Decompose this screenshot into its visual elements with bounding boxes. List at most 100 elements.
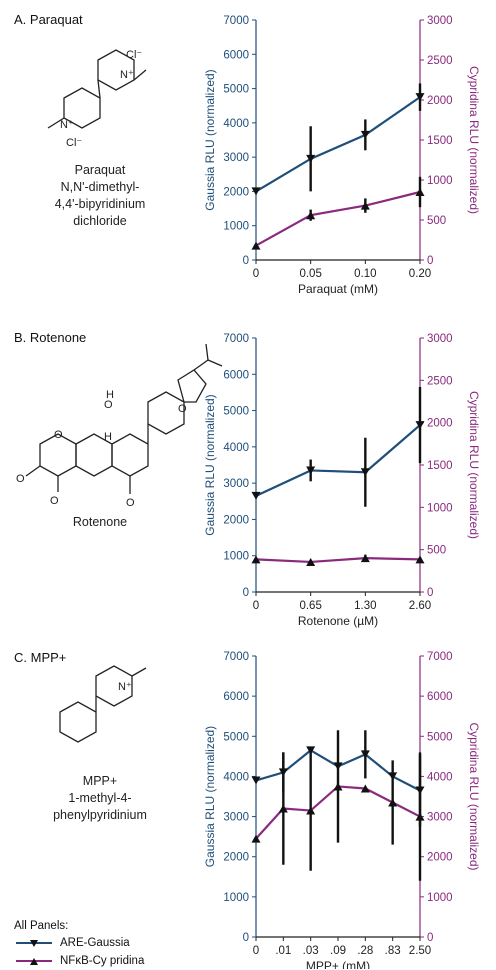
y-tick-label: 7000 [223, 651, 249, 663]
gaussia-point [360, 750, 370, 759]
series-line [255, 424, 421, 497]
y-tick-label: 2000 [223, 514, 249, 526]
cypridina-point [306, 557, 316, 566]
cypridina-point [251, 241, 261, 250]
y2-tick-label: 0 [427, 587, 433, 599]
cypridina-point [415, 555, 425, 564]
y-tick-label: 6000 [223, 49, 249, 61]
x-tick-label: .03 [303, 945, 319, 957]
caption-line: phenylpyridinium [53, 808, 147, 822]
caption-line: Rotenone [72, 515, 128, 529]
y2-tick-label: 1000 [427, 892, 453, 904]
legend: All Panels: ARE-Gaussia NFκB-Cy pridina [14, 920, 144, 970]
y2-tick-label: 1500 [427, 135, 453, 147]
y-tick-label: 4000 [223, 442, 249, 454]
y2-tick-label: 4000 [427, 771, 453, 783]
x-axis-label: Rotenone (µM) [298, 614, 378, 628]
legend-title: All Panels: [14, 920, 69, 932]
x-tick-label: 0 [253, 945, 259, 957]
y-tick-label: 2000 [223, 186, 249, 198]
caption-line: Paraquat [74, 163, 126, 177]
gaussia-point [251, 491, 261, 500]
x-tick-label: 1.30 [354, 600, 376, 612]
rotenone-caption: Rotenone [20, 514, 180, 531]
y-axis-label: Gaussia RLU (normalized) [203, 726, 217, 867]
y2-tick-label: 2500 [427, 375, 453, 387]
y-tick-label: 3000 [223, 152, 249, 164]
y-tick-label: 5000 [223, 84, 249, 96]
cypridina-point [333, 782, 343, 791]
y2-tick-label: 3000 [427, 333, 453, 345]
gaussia-point [415, 421, 425, 430]
gaussia-point [360, 130, 370, 139]
y-tick-label: 4000 [223, 771, 249, 783]
legend-label: ARE-Gaussia [60, 937, 130, 949]
y2-tick-label: 5000 [427, 731, 453, 743]
cypridina-point [306, 211, 316, 220]
legend-label: NFκB-Cy pridina [60, 955, 145, 967]
y2-tick-label: 7000 [427, 651, 453, 663]
y2-tick-label: 0 [427, 932, 433, 944]
gaussia-point [415, 93, 425, 102]
y2-axis-label: Cypridina RLU (normalized) [467, 722, 481, 870]
y2-tick-label: 1000 [427, 175, 453, 187]
y2-axis-label: Cypridina RLU (normalized) [467, 66, 481, 214]
cypridina-point [251, 834, 261, 843]
cypridina-point [306, 806, 316, 815]
cypridina-point [360, 784, 370, 793]
gaussia-point [251, 776, 261, 785]
y-tick-label: 0 [243, 255, 249, 267]
y-tick-label: 1000 [223, 892, 249, 904]
gaussia-point [306, 466, 316, 475]
mpp-caption: MPP+ 1-methyl-4- phenylpyridinium [20, 773, 180, 824]
x-tick-label: 0.65 [299, 600, 321, 612]
y2-tick-label: 1000 [427, 502, 453, 514]
cypridina-point [251, 555, 261, 564]
x-tick-label: 0 [253, 268, 259, 280]
caption-line: N,N'-dimethyl- [60, 180, 140, 194]
y-tick-label: 7000 [223, 15, 249, 27]
y-tick-label: 3000 [223, 812, 249, 824]
y2-tick-label: 500 [427, 215, 446, 227]
legend-item-gaussia: ARE-Gaussia [14, 934, 144, 952]
y-tick-label: 3000 [223, 478, 249, 490]
panel-a-title: A. Paraquat [14, 12, 83, 27]
panel-c-title: C. MPP+ [14, 650, 67, 665]
y-tick-label: 5000 [223, 406, 249, 418]
y2-tick-label: 500 [427, 545, 446, 557]
cypridina-point [360, 201, 370, 210]
y2-tick-label: 2000 [427, 418, 453, 430]
y-axis-label: Gaussia RLU (normalized) [203, 394, 217, 535]
series-line [255, 557, 421, 564]
x-tick-label: 0.10 [354, 268, 376, 280]
y2-tick-label: 2000 [427, 95, 453, 107]
y-tick-label: 0 [243, 587, 249, 599]
caption-line: dichloride [73, 214, 127, 228]
x-axis-label: MPP+ (mM) [306, 959, 370, 969]
y-tick-label: 1000 [223, 221, 249, 233]
y-tick-label: 5000 [223, 731, 249, 743]
x-tick-label: 0.20 [409, 268, 431, 280]
y-tick-label: 6000 [223, 369, 249, 381]
y2-tick-label: 1500 [427, 460, 453, 472]
y2-tick-label: 2500 [427, 55, 453, 67]
cypridina-point [415, 188, 425, 196]
gaussia-point [306, 154, 316, 163]
y-tick-label: 6000 [223, 691, 249, 703]
panel-b-title: B. Rotenone [14, 330, 87, 345]
caption-line: MPP+ [82, 774, 118, 788]
x-tick-label: .01 [275, 945, 291, 957]
y2-tick-label: 3000 [427, 812, 453, 824]
y-tick-label: 1000 [223, 551, 249, 563]
y2-tick-label: 0 [427, 255, 433, 267]
x-tick-label: 2.50 [409, 945, 431, 957]
y-tick-label: 0 [243, 932, 249, 944]
y2-axis-label: Cypridina RLU (normalized) [467, 391, 481, 539]
y-tick-label: 4000 [223, 118, 249, 130]
paraquat-caption: Paraquat N,N'-dimethyl- 4,4'-bipyridiniu… [20, 162, 180, 230]
cypridina-point [388, 798, 398, 807]
y2-tick-label: 6000 [427, 691, 453, 703]
series-line [255, 190, 421, 247]
legend-swatch-gaussia [16, 940, 52, 947]
